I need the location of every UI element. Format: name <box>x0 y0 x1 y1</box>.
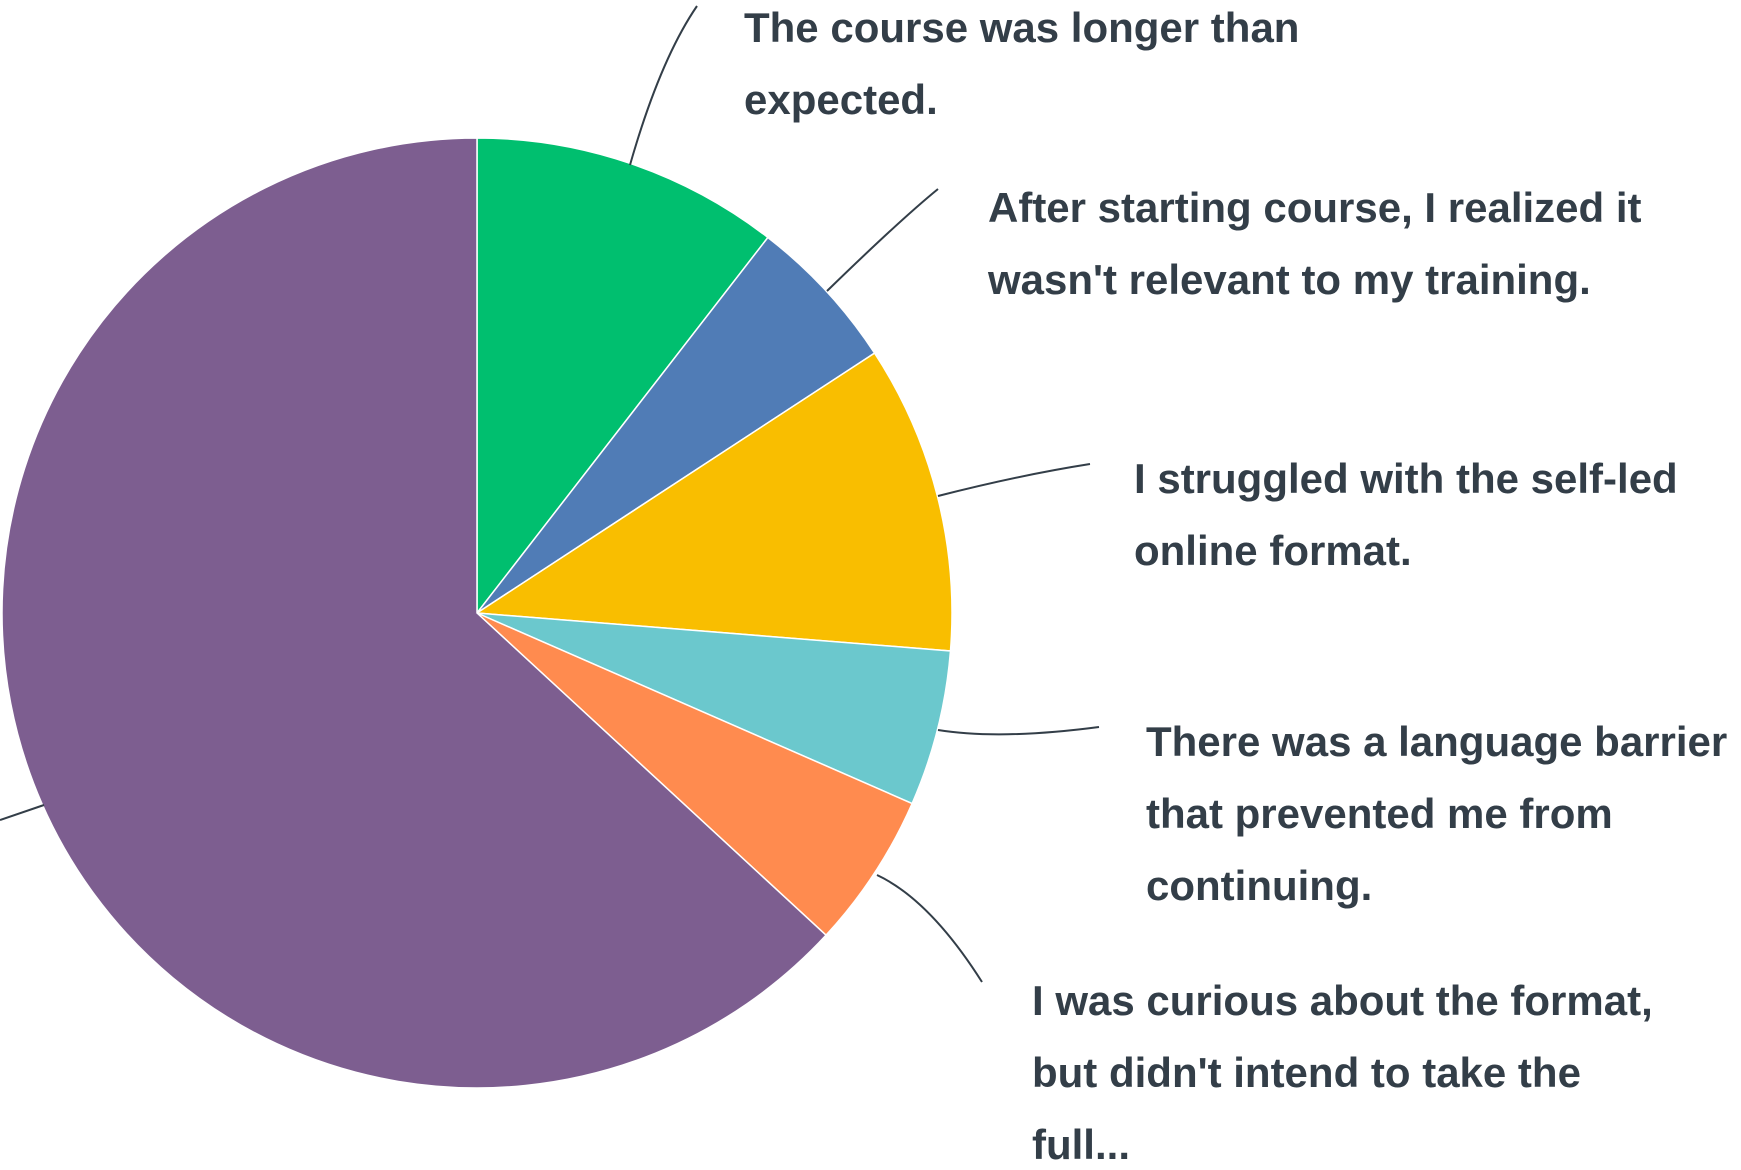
slice <box>1 137 828 1089</box>
slice-label: I was curious about the format, but didn… <box>1032 977 1653 1168</box>
leader-line <box>826 188 939 292</box>
slice-label: The course was longer than expected. <box>744 4 1300 123</box>
leader-line <box>0 804 45 821</box>
slice-label: There was a language barrier that preven… <box>1146 718 1728 909</box>
slices <box>1 137 953 1089</box>
slice-label: After starting course, I realized it was… <box>988 184 1642 303</box>
slice <box>474 352 953 652</box>
slice <box>476 612 952 805</box>
leader-line <box>937 463 1091 497</box>
leader-lines <box>0 5 1100 983</box>
slice-label: I struggled with the self-led online for… <box>1134 455 1678 574</box>
slice <box>476 612 914 937</box>
slice <box>476 236 876 614</box>
leader-line <box>937 726 1100 736</box>
leader-line <box>629 5 698 166</box>
leader-line <box>876 874 983 983</box>
